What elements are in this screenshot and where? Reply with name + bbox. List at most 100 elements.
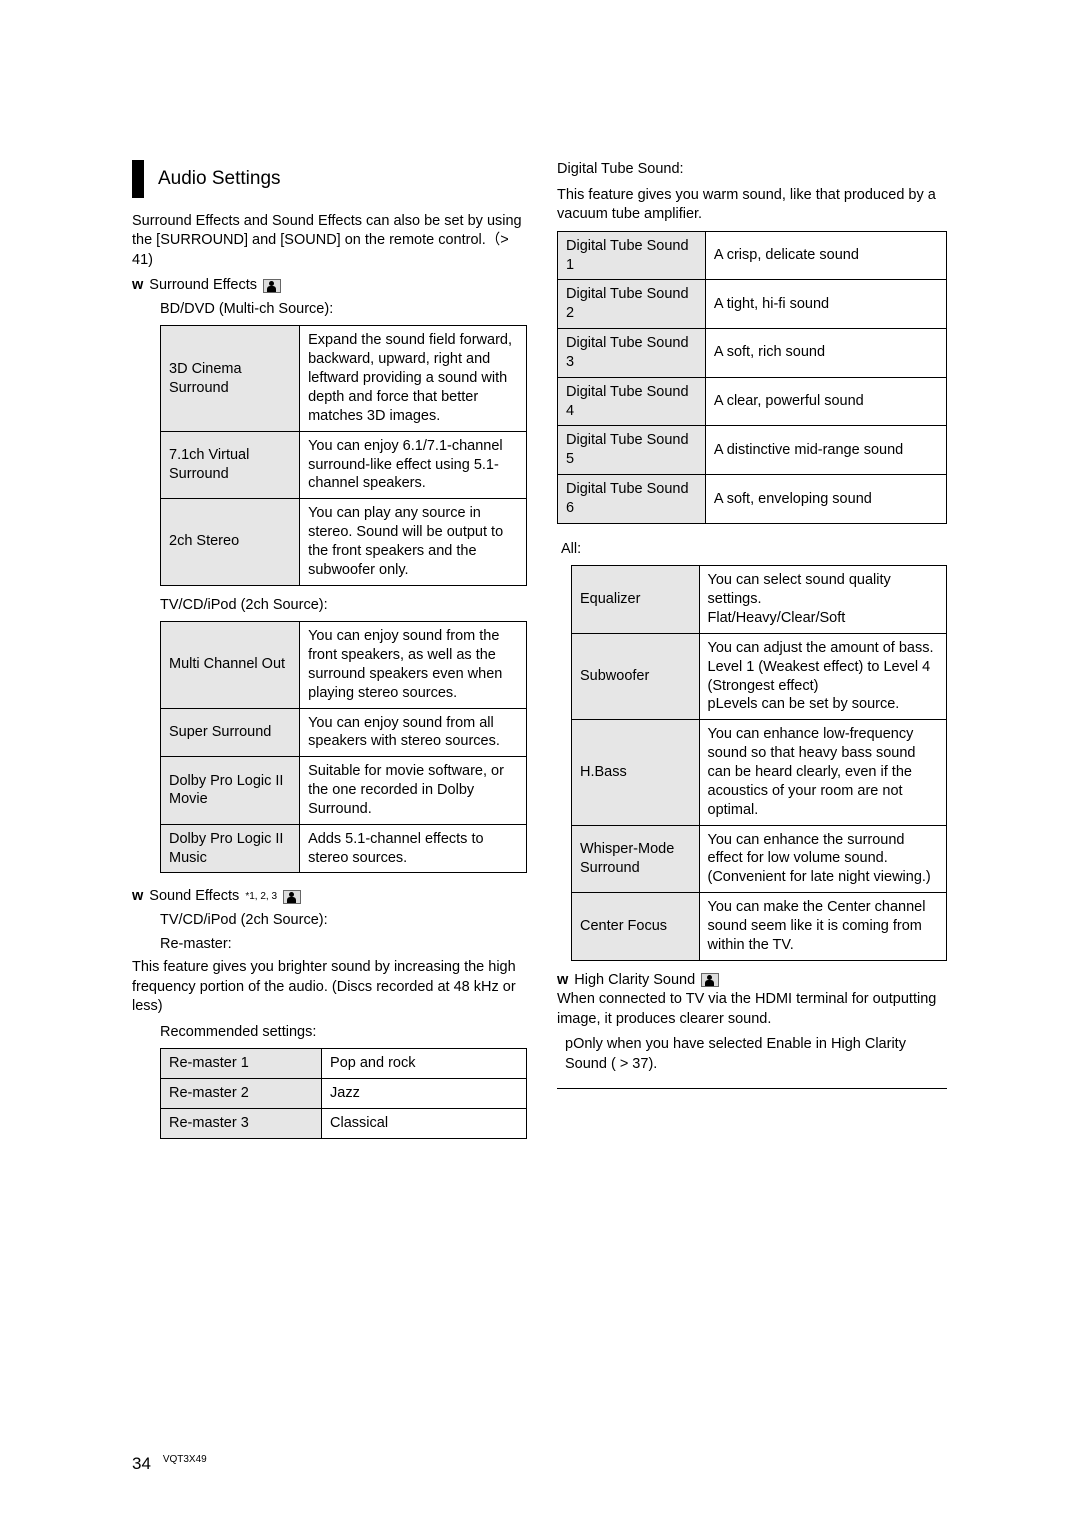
table-value: A distinctive mid-range sound [705,426,946,475]
table-row: Digital Tube Sound 5A distinctive mid-ra… [558,426,947,475]
table-key: Dolby Pro Logic II Music [161,824,300,873]
table-key: Digital Tube Sound 3 [558,329,706,378]
table-row: SubwooferYou can adjust the amount of ba… [572,633,947,719]
table-value: A clear, powerful sound [705,377,946,426]
section-header: Audio Settings [132,160,527,198]
clarity-heading: w High Clarity Sound [557,971,947,991]
table-key: Super Surround [161,708,300,757]
table-value: You can select sound quality settings. F… [699,566,947,634]
header-bar [132,160,144,198]
table-row: Digital Tube Sound 6A soft, enveloping s… [558,475,947,524]
table-row: Dolby Pro Logic II MusicAdds 5.1-channel… [161,824,527,873]
table-row: Digital Tube Sound 2A tight, hi-fi sound [558,280,947,329]
sound-sub1: TV/CD/iPod (2ch Source): [160,911,527,931]
table-row: Dolby Pro Logic II MovieSuitable for mov… [161,757,527,825]
table-row: Re-master 1Pop and rock [161,1049,527,1079]
table-key: Center Focus [572,893,700,961]
table-key: Whisper-Mode Surround [572,825,700,893]
table-row: Super SurroundYou can enjoy sound from a… [161,708,527,757]
sound-sub3: Recommended settings: [160,1023,527,1043]
table-row: Multi Channel OutYou can enjoy sound fro… [161,622,527,708]
table-key: 3D Cinema Surround [161,326,300,431]
person-icon [701,973,719,987]
table-key: Digital Tube Sound 5 [558,426,706,475]
table-row: Center FocusYou can make the Center chan… [572,893,947,961]
remaster-table: Re-master 1Pop and rockRe-master 2JazzRe… [160,1048,527,1139]
table-value: You can make the Center channel sound se… [699,893,947,961]
table-row: Re-master 3Classical [161,1109,527,1139]
surround-effects-heading: w Surround Effects [132,276,527,296]
bullet-mark: w [132,887,143,907]
table-row: H.BassYou can enhance low-frequency soun… [572,720,947,825]
table-value: Pop and rock [322,1049,527,1079]
tube-desc: This feature gives you warm sound, like … [557,186,947,225]
table-value: Suitable for movie software, or the one … [300,757,527,825]
tube-table: Digital Tube Sound 1A crisp, delicate so… [557,231,947,524]
table-value: You can enhance low-frequency sound so t… [699,720,947,825]
all-head: All: [561,540,947,560]
page-number: 34 [132,1454,151,1473]
intro-text: Surround Effects and Sound Effects can a… [132,212,527,271]
sound-sup: *1, 2, 3 [245,890,277,904]
clarity-label: High Clarity Sound [574,971,695,991]
table-row: Digital Tube Sound 1A crisp, delicate so… [558,231,947,280]
table-key: Subwoofer [572,633,700,719]
person-icon [263,279,281,293]
table-value: You can enjoy sound from the front speak… [300,622,527,708]
bullet-mark: w [132,276,143,296]
table-row: 7.1ch Virtual SurroundYou can enjoy 6.1/… [161,431,527,499]
table-key: Re-master 2 [161,1079,322,1109]
clarity-line1: When connected to TV via the HDMI termin… [557,990,947,1029]
table-value: A soft, enveloping sound [705,475,946,524]
table-value: You can enjoy 6.1/7.1-channel surround-l… [300,431,527,499]
table-key: Digital Tube Sound 2 [558,280,706,329]
bullet-mark: w [557,971,568,991]
surround-label: Surround Effects [149,276,257,296]
table-value: You can play any source in stereo. Sound… [300,499,527,585]
table-key: Dolby Pro Logic II Movie [161,757,300,825]
sound-desc: This feature gives you brighter sound by… [132,958,527,1017]
table-key: H.Bass [572,720,700,825]
surround-sub2: TV/CD/iPod (2ch Source): [160,596,527,616]
surround-table-1: 3D Cinema SurroundExpand the sound field… [160,325,527,585]
table-value: Jazz [322,1079,527,1109]
table-row: Re-master 2Jazz [161,1079,527,1109]
table-row: Digital Tube Sound 4A clear, powerful so… [558,377,947,426]
table-key: Re-master 1 [161,1049,322,1079]
table-value: A crisp, delicate sound [705,231,946,280]
table-value: You can enhance the surround effect for … [699,825,947,893]
table-key: Multi Channel Out [161,622,300,708]
table-row: 3D Cinema SurroundExpand the sound field… [161,326,527,431]
table-key: Re-master 3 [161,1109,322,1139]
all-table: EqualizerYou can select sound quality se… [571,565,947,960]
surround-table-2: Multi Channel OutYou can enjoy sound fro… [160,621,527,873]
table-row: 2ch StereoYou can play any source in ste… [161,499,527,585]
table-row: EqualizerYou can select sound quality se… [572,566,947,634]
sound-label: Sound Effects [149,887,239,907]
table-value: Expand the sound field forward, backward… [300,326,527,431]
surround-sub1: BD/DVD (Multi-ch Source): [160,300,527,320]
sound-sub2: Re-master: [160,935,527,955]
section-title: Audio Settings [158,160,281,198]
table-value: A soft, rich sound [705,329,946,378]
table-value: A tight, hi-fi sound [705,280,946,329]
table-key: Digital Tube Sound 1 [558,231,706,280]
table-key: Digital Tube Sound 6 [558,475,706,524]
clarity-line2: pOnly when you have selected Enable in H… [557,1035,947,1074]
person-icon [283,890,301,904]
table-key: 7.1ch Virtual Surround [161,431,300,499]
doc-code: VQT3X49 [163,1454,207,1465]
separator [557,1088,947,1089]
table-key: 2ch Stereo [161,499,300,585]
table-key: Digital Tube Sound 4 [558,377,706,426]
table-value: You can enjoy sound from all speakers wi… [300,708,527,757]
table-value: Classical [322,1109,527,1139]
page-footer: 34 VQT3X49 [132,1453,207,1476]
sound-effects-heading: w Sound Effects *1, 2, 3 [132,887,527,907]
table-value: You can adjust the amount of bass. Level… [699,633,947,719]
table-value: Adds 5.1-channel effects to stereo sourc… [300,824,527,873]
table-row: Digital Tube Sound 3A soft, rich sound [558,329,947,378]
table-row: Whisper-Mode SurroundYou can enhance the… [572,825,947,893]
tube-head: Digital Tube Sound: [557,160,947,180]
table-key: Equalizer [572,566,700,634]
